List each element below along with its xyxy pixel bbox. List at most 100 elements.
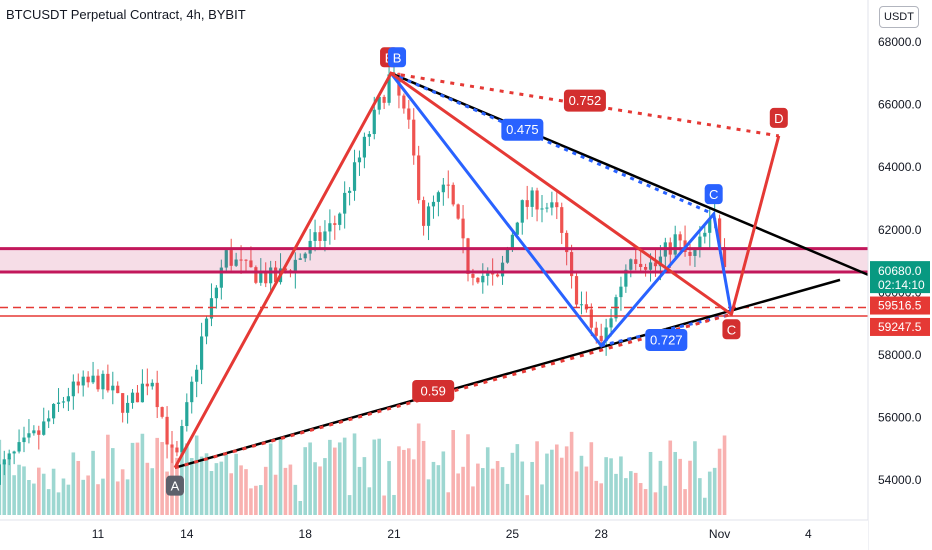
pattern-point-text: A: [171, 479, 180, 494]
candle-body: [708, 219, 712, 233]
volume-bar: [150, 468, 155, 515]
time-axis[interactable]: [0, 520, 868, 550]
volume-bar: [115, 481, 120, 515]
volume-bar: [722, 435, 727, 515]
volume-bar: [254, 485, 258, 515]
candle-body: [52, 403, 56, 419]
volume-bar: [441, 451, 446, 515]
volume-bar: [367, 487, 372, 515]
candle-body: [76, 381, 80, 386]
volume-bar: [323, 458, 327, 515]
candle-body: [505, 248, 510, 263]
candle-body: [130, 392, 135, 403]
volume-bar: [520, 461, 525, 515]
volume-bar: [219, 461, 224, 515]
volume-bar: [658, 460, 663, 515]
candle-body: [387, 74, 391, 103]
volume-bar: [81, 479, 85, 515]
candle-body: [377, 96, 381, 110]
volume-bar: [584, 466, 589, 515]
volume-bar: [51, 468, 56, 515]
candle-body: [204, 318, 209, 337]
volume-bar: [61, 478, 66, 515]
current-price-bg: [870, 261, 930, 294]
ratio-label-text: 0.59: [421, 383, 446, 398]
candle-body: [446, 184, 450, 186]
candle-body: [678, 234, 682, 241]
volume-bar: [663, 485, 668, 515]
volume-bar: [490, 468, 495, 515]
volume-bar: [382, 495, 386, 515]
volume-bar: [717, 448, 722, 515]
volume-bar: [668, 440, 673, 515]
volume-bar: [456, 473, 460, 515]
candle-body: [2, 459, 6, 465]
candle-body: [673, 234, 677, 255]
candle-body: [111, 385, 115, 391]
currency-button[interactable]: USDT: [879, 6, 919, 28]
candle-body: [165, 416, 169, 445]
pattern-point-label: B: [388, 47, 407, 68]
volume-bar: [86, 475, 90, 515]
volume-bar: [599, 483, 603, 515]
volume-bar: [559, 457, 564, 515]
pattern-point-text: B: [393, 50, 402, 65]
candle-body: [461, 218, 465, 239]
candle-body: [135, 392, 140, 403]
candle-body: [274, 267, 278, 283]
candle-body: [357, 157, 362, 163]
volume-bar: [2, 462, 7, 515]
volume-bar: [185, 443, 189, 515]
volume-bar: [569, 431, 574, 515]
candle-body: [634, 259, 638, 264]
candles: [0, 60, 727, 485]
candle-body: [0, 464, 1, 485]
candle-body: [604, 327, 608, 342]
candle-body: [101, 373, 105, 390]
volume-bar: [229, 473, 233, 515]
volume-bar: [283, 467, 288, 515]
candle-body: [313, 232, 317, 241]
volume-bar: [32, 483, 36, 515]
support-price-value: 59247.5: [878, 320, 922, 334]
candle-body: [382, 96, 386, 103]
candle-body: [56, 402, 61, 404]
volume-bar: [160, 442, 164, 515]
volume-bar: [500, 467, 505, 515]
candle-body: [195, 369, 199, 382]
candle-body: [491, 273, 495, 275]
x-tick-label: 28: [595, 527, 609, 541]
candle-body: [283, 268, 288, 271]
candle-body: [352, 162, 357, 191]
volume-bar: [347, 495, 352, 515]
pattern-point-label: A: [165, 475, 184, 496]
candle-body: [688, 252, 692, 256]
pattern-point-bg: [769, 107, 788, 128]
candle-body: [106, 373, 110, 391]
support-price-bg: [870, 317, 930, 336]
candle-body: [121, 393, 125, 413]
candle-body: [61, 401, 66, 403]
candle-body: [32, 430, 36, 434]
candle-body: [71, 381, 75, 397]
ratio-label: 0.475: [501, 118, 544, 141]
candle-body: [456, 204, 460, 219]
candle-body: [441, 184, 445, 193]
candle-body: [259, 272, 263, 283]
volume-bar: [244, 469, 248, 515]
volume-bar: [106, 434, 110, 515]
candle-body: [496, 274, 500, 277]
volume-bar: [111, 448, 115, 515]
y-tick-label: 68000.0: [878, 35, 922, 49]
candle-body: [175, 447, 179, 453]
candle-body: [565, 232, 569, 253]
candle-body: [619, 286, 623, 298]
candle-body: [515, 222, 519, 235]
volume-bar: [313, 462, 317, 515]
candle-body: [579, 304, 584, 306]
volume-bar: [120, 469, 125, 515]
candle-body: [224, 250, 228, 268]
volume-bar: [609, 458, 613, 515]
